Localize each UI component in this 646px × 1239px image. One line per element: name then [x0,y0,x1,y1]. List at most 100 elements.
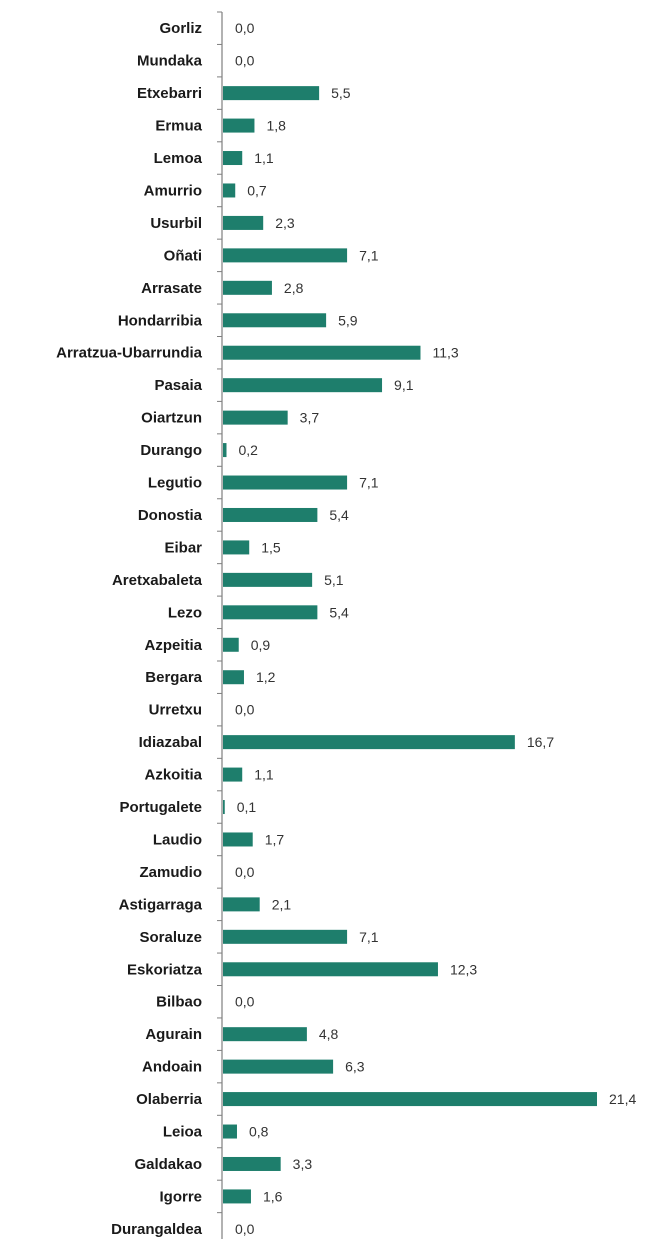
bar [223,800,225,815]
bar [223,280,272,295]
category-label: Ermua [155,118,202,135]
category-label: Aretxabaleta [112,572,203,589]
category-label: Eibar [164,539,202,556]
bar [223,1156,281,1171]
bar [223,215,264,230]
bar [223,637,239,652]
category-label: Durangaldea [111,1221,203,1238]
bar [223,345,421,360]
value-label: 1,2 [256,669,276,685]
value-labels: 0,0 0,0 5,5 1,8 1,1 0,7 2,3 7,1 2,8 5,9 11,3 9,1 3,7… [235,20,636,1237]
value-label: 0,8 [249,1124,269,1140]
category-label: Pasaia [154,377,202,394]
category-label: Donostia [138,507,203,524]
category-label: Eskoriatza [127,961,203,978]
category-label: Agurain [145,1026,202,1043]
bar [223,443,227,458]
category-label: Andoain [142,1059,202,1076]
bar [223,378,383,393]
bar [223,86,320,101]
category-label: Portugalete [119,799,202,816]
category-label: Arrasate [141,280,202,297]
y-axis [217,11,223,1239]
value-label: 6,3 [345,1059,365,1075]
bar [223,605,318,620]
bar [223,1189,251,1204]
value-label: 2,1 [272,896,292,912]
value-label: 1,7 [265,831,285,847]
bar [223,767,243,782]
category-label: Hondarribia [118,312,203,329]
value-label: 3,7 [300,410,320,426]
bar [223,1092,597,1107]
bar [223,832,253,847]
value-label: 7,1 [359,475,379,491]
value-label: 5,5 [331,85,351,101]
bar [223,183,236,198]
value-label: 0,2 [238,442,258,458]
value-label: 0,1 [237,799,257,815]
value-label: 1,5 [261,539,281,555]
value-label: 2,3 [275,215,295,231]
value-label: 5,4 [329,507,349,523]
bar [223,1027,307,1042]
bar [223,410,288,425]
bar [223,1059,334,1074]
category-label: Laudio [153,831,202,848]
category-label: Legutio [148,475,202,492]
value-label: 12,3 [450,961,477,977]
value-label: 0,0 [235,702,255,718]
value-label: 1,6 [263,1188,283,1204]
category-label: Oiartzun [141,410,202,427]
value-label: 0,0 [235,20,255,36]
category-label: Etxebarri [137,85,202,102]
value-label: 5,4 [329,604,349,620]
value-label: 1,1 [254,150,274,166]
category-label: Astigarraga [119,896,203,913]
value-label: 16,7 [527,734,554,750]
bars [223,86,597,1204]
value-label: 7,1 [359,929,379,945]
category-label: Usurbil [150,215,202,232]
category-label: Zamudio [140,864,203,881]
bar [223,248,348,263]
category-label: Lemoa [154,150,203,167]
value-label: 0,7 [247,182,267,198]
category-label: Durango [140,442,202,459]
bar [223,540,250,555]
category-labels: Gorliz Mundaka Etxebarri Ermua Lemoa Amurrio U… [56,20,203,1238]
bar [223,897,260,912]
bar [223,735,515,750]
category-label: Oñati [164,247,202,264]
bar [223,151,243,166]
bar [223,962,438,977]
value-label: 0,9 [251,637,271,653]
category-label: Bergara [145,669,202,686]
bar [223,313,327,328]
value-label: 0,0 [235,1221,255,1237]
value-label: 1,1 [254,767,274,783]
value-label: 21,4 [609,1091,636,1107]
value-label: 9,1 [394,377,414,393]
bar [223,670,244,685]
value-label: 3,3 [293,1156,313,1172]
value-label: 1,8 [266,118,286,134]
category-label: Lezo [168,604,202,621]
value-label: 0,0 [235,864,255,880]
category-label: Urretxu [149,702,202,719]
bar [223,507,318,522]
value-label: 0,0 [235,53,255,69]
category-label: Azpeitia [144,637,202,654]
category-label: Galdakao [134,1156,202,1173]
category-label: Azkoitia [144,767,202,784]
value-label: 7,1 [359,247,379,263]
category-label: Amurrio [144,182,202,199]
category-label: Gorliz [159,20,202,37]
value-label: 11,3 [432,345,458,361]
category-label: Soraluze [139,929,202,946]
value-label: 2,8 [284,280,304,296]
value-label: 5,1 [324,572,344,588]
category-label: Igorre [159,1188,202,1205]
category-label: Leioa [163,1124,203,1141]
